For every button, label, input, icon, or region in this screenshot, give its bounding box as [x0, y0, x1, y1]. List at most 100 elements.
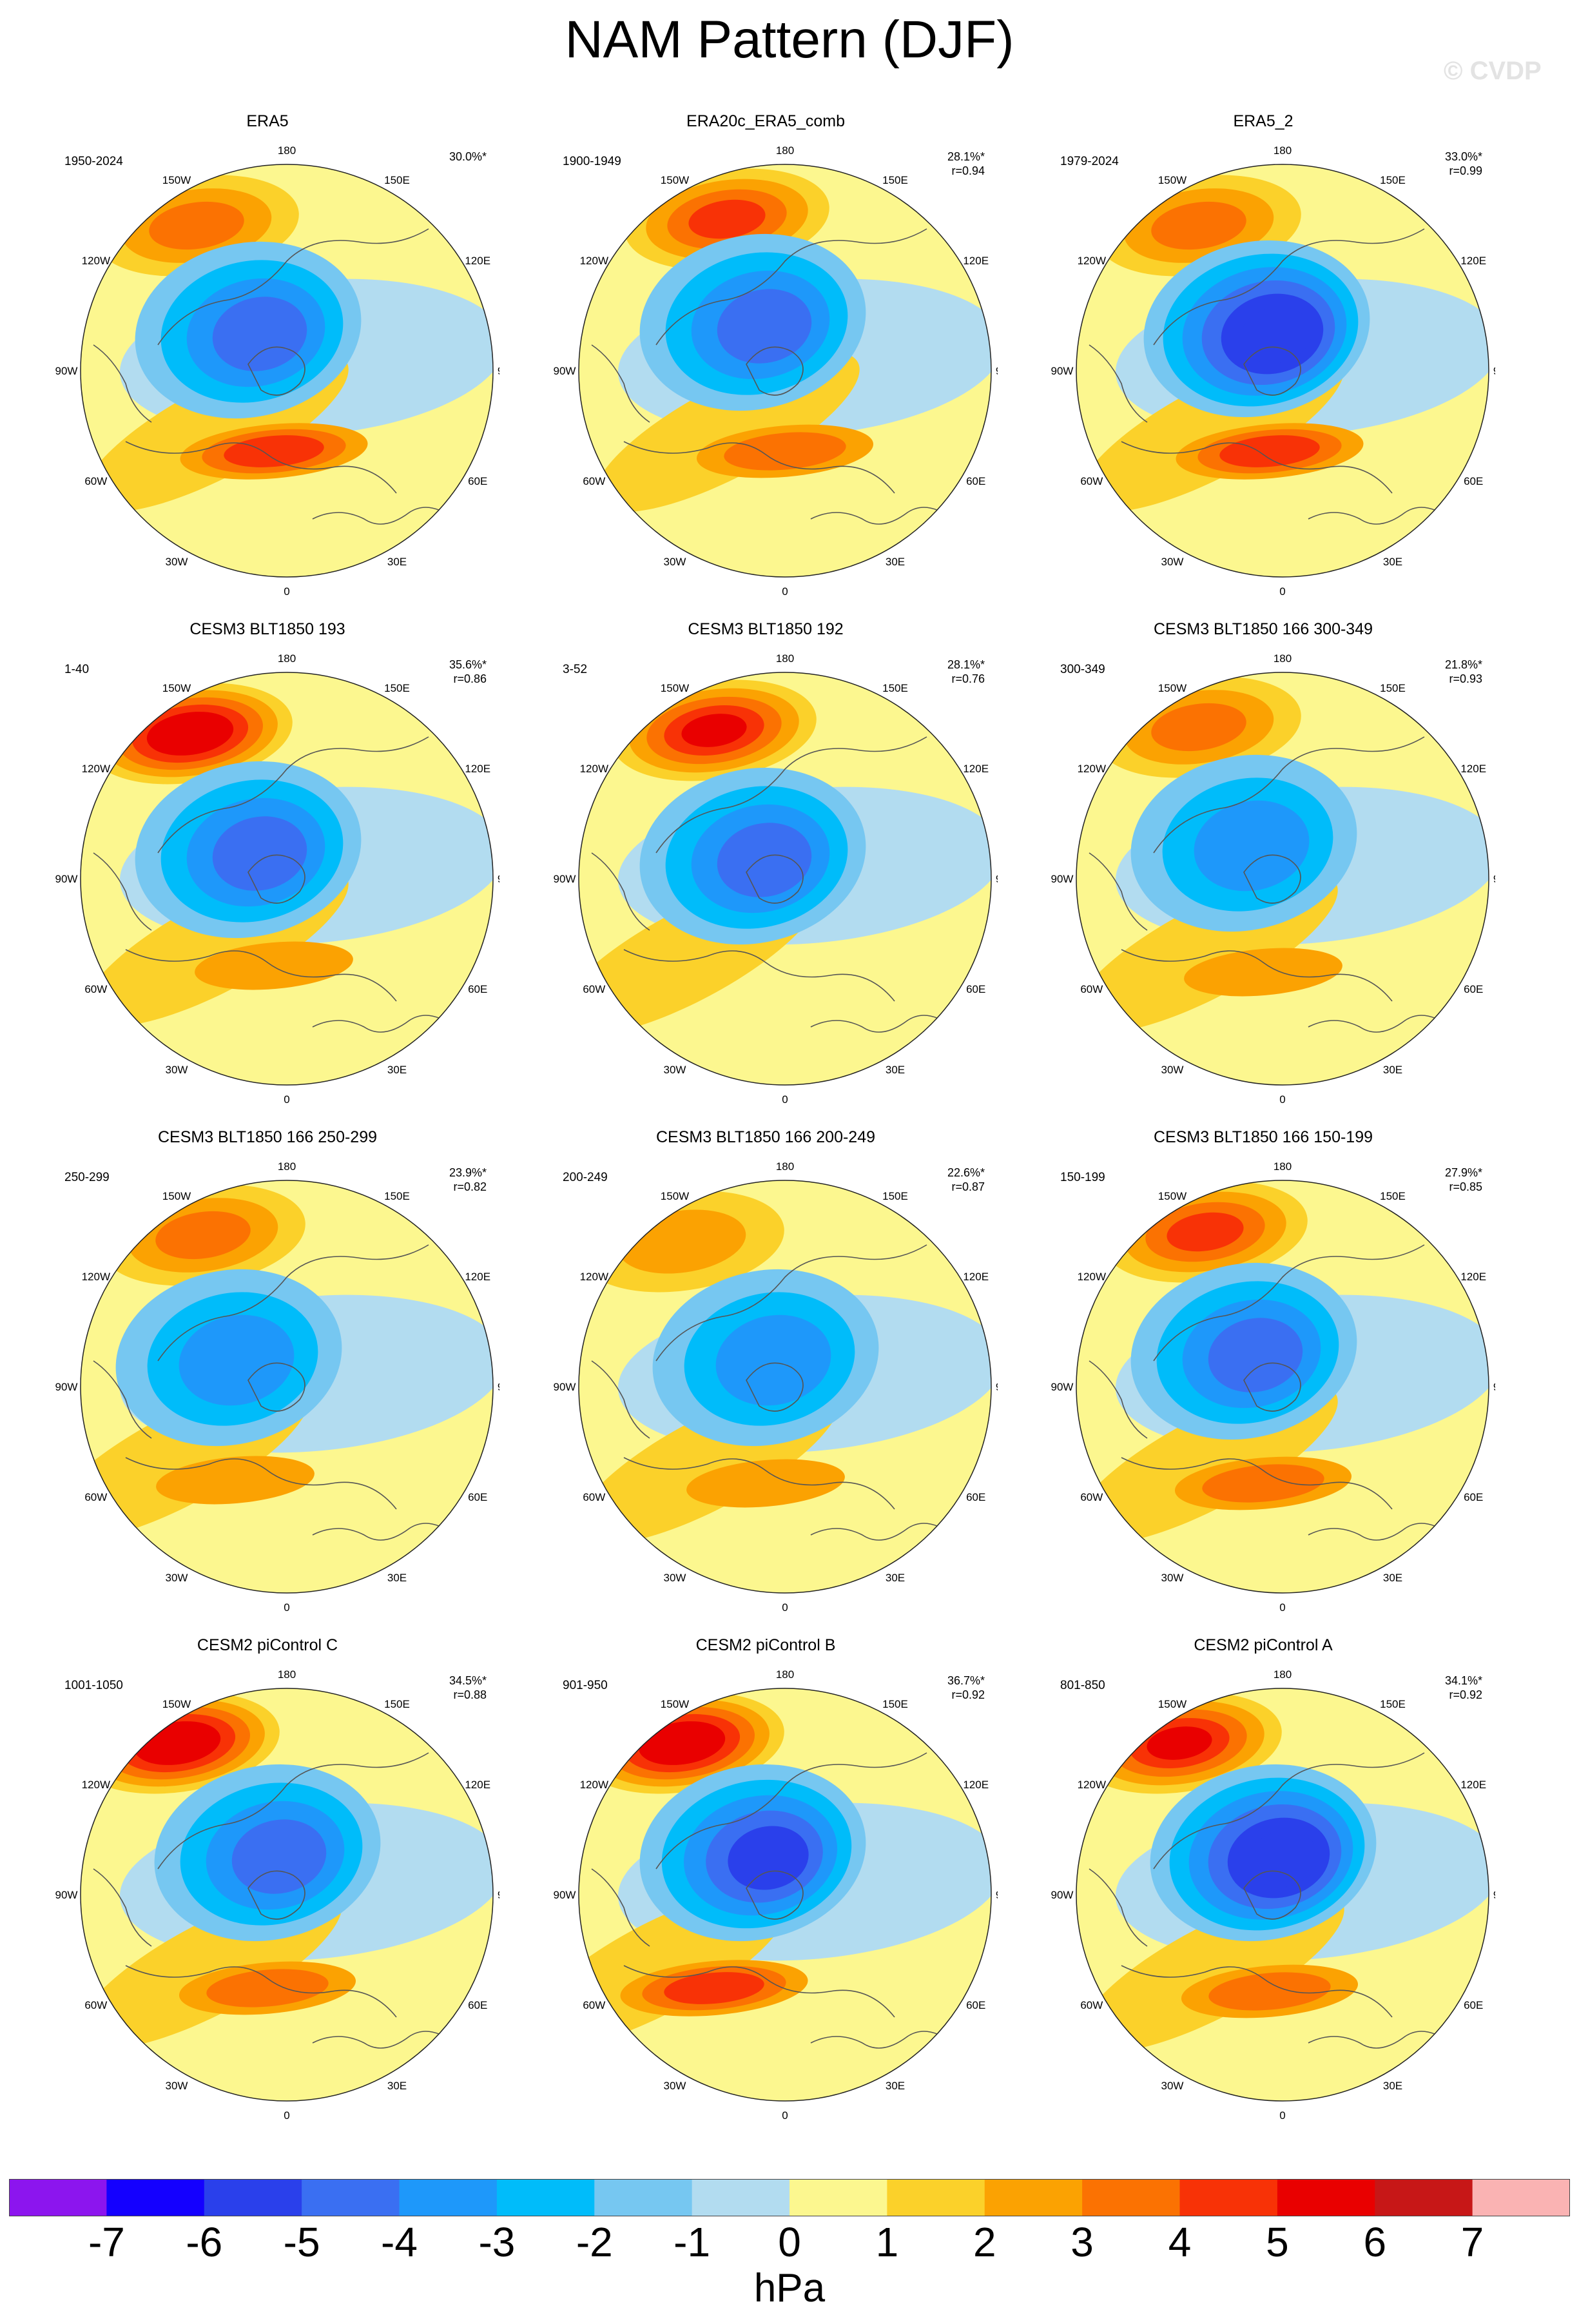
longitude-label: 90W [55, 873, 78, 885]
longitude-label: 120W [1078, 1271, 1106, 1283]
variance-percent: 34.5%* [449, 1674, 487, 1687]
longitude-label: 120W [82, 255, 110, 267]
longitude-label: 120W [1078, 1779, 1106, 1791]
variance-percent: 23.9%* [449, 1166, 487, 1179]
colorbar-tick-label: -1 [673, 2219, 711, 2265]
longitude-label: 0 [1279, 1093, 1285, 1106]
longitude-label: 150E [384, 1190, 410, 1202]
positive-anomaly-atlantic [686, 1459, 845, 1508]
longitude-label: 0 [1279, 585, 1285, 598]
colorbar-segment [887, 2179, 985, 2216]
longitude-label: 90W [1051, 873, 1074, 885]
pattern-correlation: r=0.86 [453, 672, 487, 685]
longitude-label: 150W [661, 682, 689, 694]
colorbar-segment [1472, 2179, 1570, 2216]
panel-stats: 28.1%* r=0.94 [914, 150, 985, 178]
longitude-label: 120E [963, 255, 989, 267]
longitude-label: 90E [996, 365, 998, 377]
longitude-label: 180 [1274, 1668, 1292, 1681]
map-border [80, 164, 494, 578]
polar-negative-anomaly [212, 816, 307, 891]
longitude-label: 120W [1078, 763, 1106, 775]
longitude-label: 150E [1380, 682, 1406, 694]
colorbar-segment [1277, 2179, 1375, 2216]
longitude-label: 150E [882, 1190, 908, 1202]
longitude-label: 180 [776, 144, 794, 157]
polar-map: 180 150E 120E 90E 60E 30E 0 30W 60W 90W 120W 150W [55, 144, 499, 598]
pattern-correlation: r=0.87 [951, 1180, 985, 1193]
longitude-label: 120W [82, 1779, 110, 1791]
panel-title: CESM3 BLT1850 166 250-299 [157, 1128, 378, 1146]
longitude-label: 150E [384, 682, 410, 694]
page-title: NAM Pattern (DJF) [565, 10, 1014, 69]
longitude-label: 180 [1274, 652, 1292, 665]
longitude-label: 90W [1051, 365, 1074, 377]
longitude-label: 0 [284, 1601, 289, 1614]
variance-percent: 33.0%* [1444, 150, 1482, 163]
panel-stats: 36.7%* r=0.92 [914, 1674, 985, 1702]
longitude-label: 150W [162, 682, 191, 694]
panel-stats: 28.1%* r=0.76 [914, 658, 985, 686]
map-panel: CESM3 BLT1850 193 1-40 35.6%* r=0.86 180 150E… [35, 618, 499, 1120]
longitude-label: 0 [782, 1093, 788, 1106]
longitude-label: 150E [384, 174, 410, 186]
longitude-label: 180 [1274, 1160, 1292, 1173]
longitude-label: 30W [1161, 2080, 1184, 2092]
longitude-label: 30W [166, 556, 188, 568]
positive-anomaly-atlantic [195, 941, 353, 990]
longitude-label: 60E [468, 475, 487, 487]
longitude-label: 120E [465, 1779, 490, 1791]
coastlines [93, 1244, 455, 1541]
polar-negative-anomaly [179, 1314, 295, 1406]
longitude-label: 30E [387, 2080, 407, 2092]
map-border [578, 164, 992, 578]
coastlines [93, 1752, 455, 2049]
longitude-label: 60E [1464, 983, 1483, 995]
panel-period: 150-199 [1060, 1171, 1105, 1184]
pattern-correlation: r=0.88 [453, 1688, 487, 1701]
longitude-label: 0 [284, 1093, 289, 1106]
coastlines [93, 736, 455, 1033]
positive-anomaly-pacific [681, 714, 747, 747]
map-panel: ERA5 1950-2024 30.0%* 180 150E 120E 90E 60E 30E 0… [35, 110, 499, 612]
polar-map: 180 150E 120E 90E 60E 30E 0 30W 60W 90W 120W 150W [55, 1668, 499, 2122]
polar-negative-anomaly [1208, 1318, 1303, 1392]
longitude-label: 30E [1383, 556, 1402, 568]
longitude-label: 30W [166, 2080, 188, 2092]
colorbar-tick-label: 7 [1460, 2219, 1484, 2265]
longitude-label: 150E [1380, 174, 1406, 186]
longitude-label: 120E [465, 763, 490, 775]
longitude-label: 0 [284, 585, 289, 598]
positive-anomaly-atlantic [1184, 948, 1342, 997]
colorbar-tick-label: 2 [973, 2219, 996, 2265]
coastlines [591, 1244, 953, 1541]
polar-map: 180 150E 120E 90E 60E 30E 0 30W 60W 90W 120W 150W [554, 652, 998, 1106]
pattern-correlation: r=0.76 [951, 672, 985, 685]
longitude-label: 30E [387, 556, 407, 568]
longitude-label: 90W [1051, 1381, 1074, 1393]
polar-map: 180 150E 120E 90E 60E 30E 0 30W 60W 90W 120W 150W [1051, 1668, 1495, 2122]
colorbar-tick-label: 5 [1266, 2219, 1289, 2265]
longitude-label: 90W [55, 1889, 78, 1901]
longitude-label: 30W [166, 1064, 188, 1076]
longitude-label: 60W [583, 1491, 605, 1503]
longitude-label: 60W [84, 1491, 107, 1503]
longitude-label: 0 [284, 2109, 289, 2122]
map-panel: CESM3 BLT1850 192 3-52 28.1%* r=0.76 180 150E… [534, 618, 998, 1120]
longitude-label: 30E [886, 2080, 905, 2092]
colorbar-tick-label: 1 [875, 2219, 899, 2265]
longitude-label: 30E [1383, 2080, 1402, 2092]
colorbar-units: hPa [753, 2266, 826, 2310]
polar-map: 180 150E 120E 90E 60E 30E 0 30W 60W 90W 120W 150W [1051, 144, 1495, 598]
longitude-label: 30E [886, 1064, 905, 1076]
longitude-label: 90E [996, 1889, 998, 1901]
longitude-label: 180 [278, 652, 296, 665]
polar-map: 180 150E 120E 90E 60E 30E 0 30W 60W 90W 120W 150W [554, 144, 998, 598]
map-panel: CESM2 piControl C 1001-1050 34.5%* r=0.88 18… [35, 1634, 499, 2136]
colorbar-segment [204, 2179, 302, 2216]
longitude-label: 120E [1460, 763, 1486, 775]
panel-title: CESM3 BLT1850 166 150-199 [1153, 1128, 1373, 1146]
positive-anomaly-pacific [1167, 1212, 1244, 1252]
colorbar-segment [692, 2179, 790, 2216]
longitude-label: 60E [1464, 1999, 1483, 2011]
